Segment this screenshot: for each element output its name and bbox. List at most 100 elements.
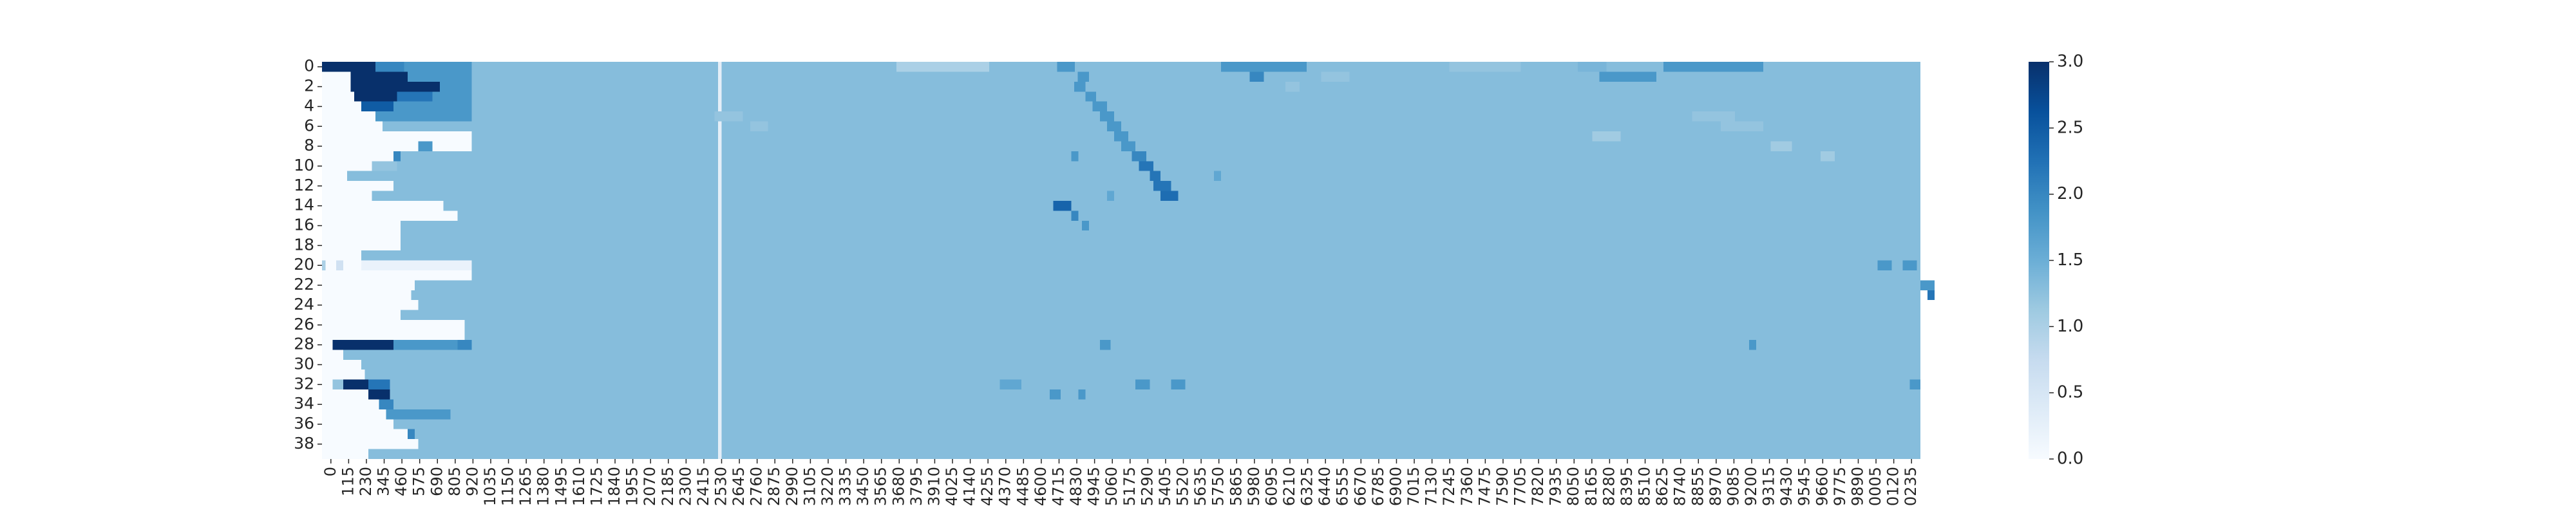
x-tick-label: 5405 (1156, 467, 1174, 506)
heatmap-cell (322, 101, 361, 112)
heatmap-cell (375, 62, 404, 72)
heatmap-highlight-cell (1578, 62, 1607, 72)
heatmap-highlight-cell (1877, 260, 1892, 270)
heatmap-cell (322, 230, 401, 241)
heatmap-highlight-cell (1285, 81, 1300, 92)
heatmap-cell (439, 81, 472, 92)
x-tick-label: 2760 (748, 467, 766, 506)
y-tick-label: 10 (294, 156, 314, 174)
y-tick-label: 28 (294, 335, 314, 353)
heatmap-cell (368, 449, 472, 459)
y-tick-label: 16 (294, 216, 314, 234)
heatmap-cell (322, 330, 465, 340)
heatmap-cell (457, 211, 472, 221)
x-tick-label: 2185 (659, 467, 677, 506)
x-tick-label: 5060 (1103, 467, 1121, 506)
x-tick-label: 4715 (1049, 467, 1067, 506)
heatmap-cell (322, 71, 351, 82)
y-tick-label: 34 (294, 394, 314, 413)
y-tick-label: 22 (294, 275, 314, 294)
heatmap-cell (400, 230, 472, 241)
heatmap-cell (322, 429, 408, 440)
x-tick-label: 4830 (1067, 467, 1085, 506)
heatmap-cell (443, 200, 472, 211)
heatmap-highlight-cell (1927, 290, 1935, 301)
heatmap-highlight-cell (1249, 71, 1264, 82)
heatmap-cell (407, 429, 415, 440)
heatmap-highlight-cell (1050, 389, 1061, 400)
heatmap-cell (365, 370, 472, 380)
x-tick-label: 230 (357, 467, 375, 496)
heatmap-cell (322, 121, 383, 131)
heatmap-cell (415, 429, 472, 440)
x-tick-label: 805 (446, 467, 464, 496)
x-tick-label: 9660 (1813, 467, 1831, 506)
heatmap-highlight-cell (1449, 62, 1521, 72)
heatmap-cell (393, 101, 472, 112)
heatmap-highlight-cell (418, 141, 433, 151)
heatmap-cell (368, 389, 390, 400)
x-tick-label: 4370 (996, 467, 1014, 506)
heatmap-highlight-cell (1770, 141, 1792, 151)
x-tick-label: 8395 (1618, 467, 1636, 506)
x-tick-label: 1725 (587, 467, 605, 506)
y-tick-label: 8 (304, 136, 314, 154)
heatmap-cell (322, 300, 419, 310)
heatmap-cell (322, 220, 401, 231)
heatmap-cell (322, 250, 361, 261)
colorbar-tick-label: 0.5 (2057, 383, 2083, 402)
heatmap-highlight-cell (1082, 220, 1090, 231)
x-tick-label: 6900 (1387, 467, 1405, 506)
y-tick-label: 32 (294, 374, 314, 393)
heatmap-highlight-cell (1902, 260, 1917, 270)
heatmap-cell (415, 280, 472, 290)
x-tick-label: 1035 (481, 467, 499, 506)
heatmap-highlight-cell (1071, 211, 1079, 221)
colorbar-tick-label: 1.0 (2057, 317, 2083, 336)
x-tick-label: 3105 (800, 467, 819, 506)
x-tick-label: 8855 (1689, 467, 1707, 506)
heatmap-cell (432, 91, 472, 102)
x-tick-label: 4025 (943, 467, 961, 506)
heatmap-highlight-cell (1221, 62, 1307, 72)
heatmap-light-band (717, 62, 722, 459)
x-tick-label: 8970 (1707, 467, 1725, 506)
heatmap-cell (383, 121, 472, 131)
heatmap-cell (350, 81, 415, 92)
heatmap-highlight-cell (1139, 161, 1153, 171)
x-tick-label: 8165 (1582, 467, 1600, 506)
heatmap-cell (322, 370, 365, 380)
heatmap-cell (322, 379, 333, 390)
heatmap-cell (464, 330, 472, 340)
heatmap-highlight-cell (1599, 71, 1657, 82)
x-tick-label: 3335 (837, 467, 855, 506)
heatmap-cell (450, 409, 472, 420)
x-tick-label: 7590 (1493, 467, 1511, 506)
heatmap-cell (372, 161, 397, 171)
heatmap-cell (346, 339, 393, 350)
heatmap-highlight-cell (1820, 151, 1835, 162)
x-tick-label: 2300 (676, 467, 694, 506)
heatmap-cell (322, 260, 326, 270)
heatmap-cell (322, 290, 412, 301)
heatmap-highlight-cell (1132, 151, 1146, 162)
x-tick-label: 4255 (978, 467, 996, 506)
heatmap-cell (418, 300, 472, 310)
x-tick-label: 1495 (552, 467, 570, 506)
heatmap-cell (354, 62, 376, 72)
heatmap-cell (393, 151, 401, 162)
heatmap-cell (372, 191, 472, 201)
heatmap-cell (322, 191, 372, 201)
heatmap-highlight-cell (750, 121, 768, 131)
heatmap-cell (400, 240, 472, 251)
colorbar-gradient (2029, 62, 2049, 459)
x-tick-label: 9200 (1742, 467, 1760, 506)
x-tick-label: 2875 (765, 467, 783, 506)
x-tick-label: 9085 (1724, 467, 1742, 506)
heatmap-cells (322, 62, 1935, 459)
heatmap-cell (322, 439, 419, 449)
x-tick-label: 0235 (1902, 467, 1920, 506)
heatmap-cell (322, 91, 354, 102)
heatmap-cell (322, 131, 472, 142)
